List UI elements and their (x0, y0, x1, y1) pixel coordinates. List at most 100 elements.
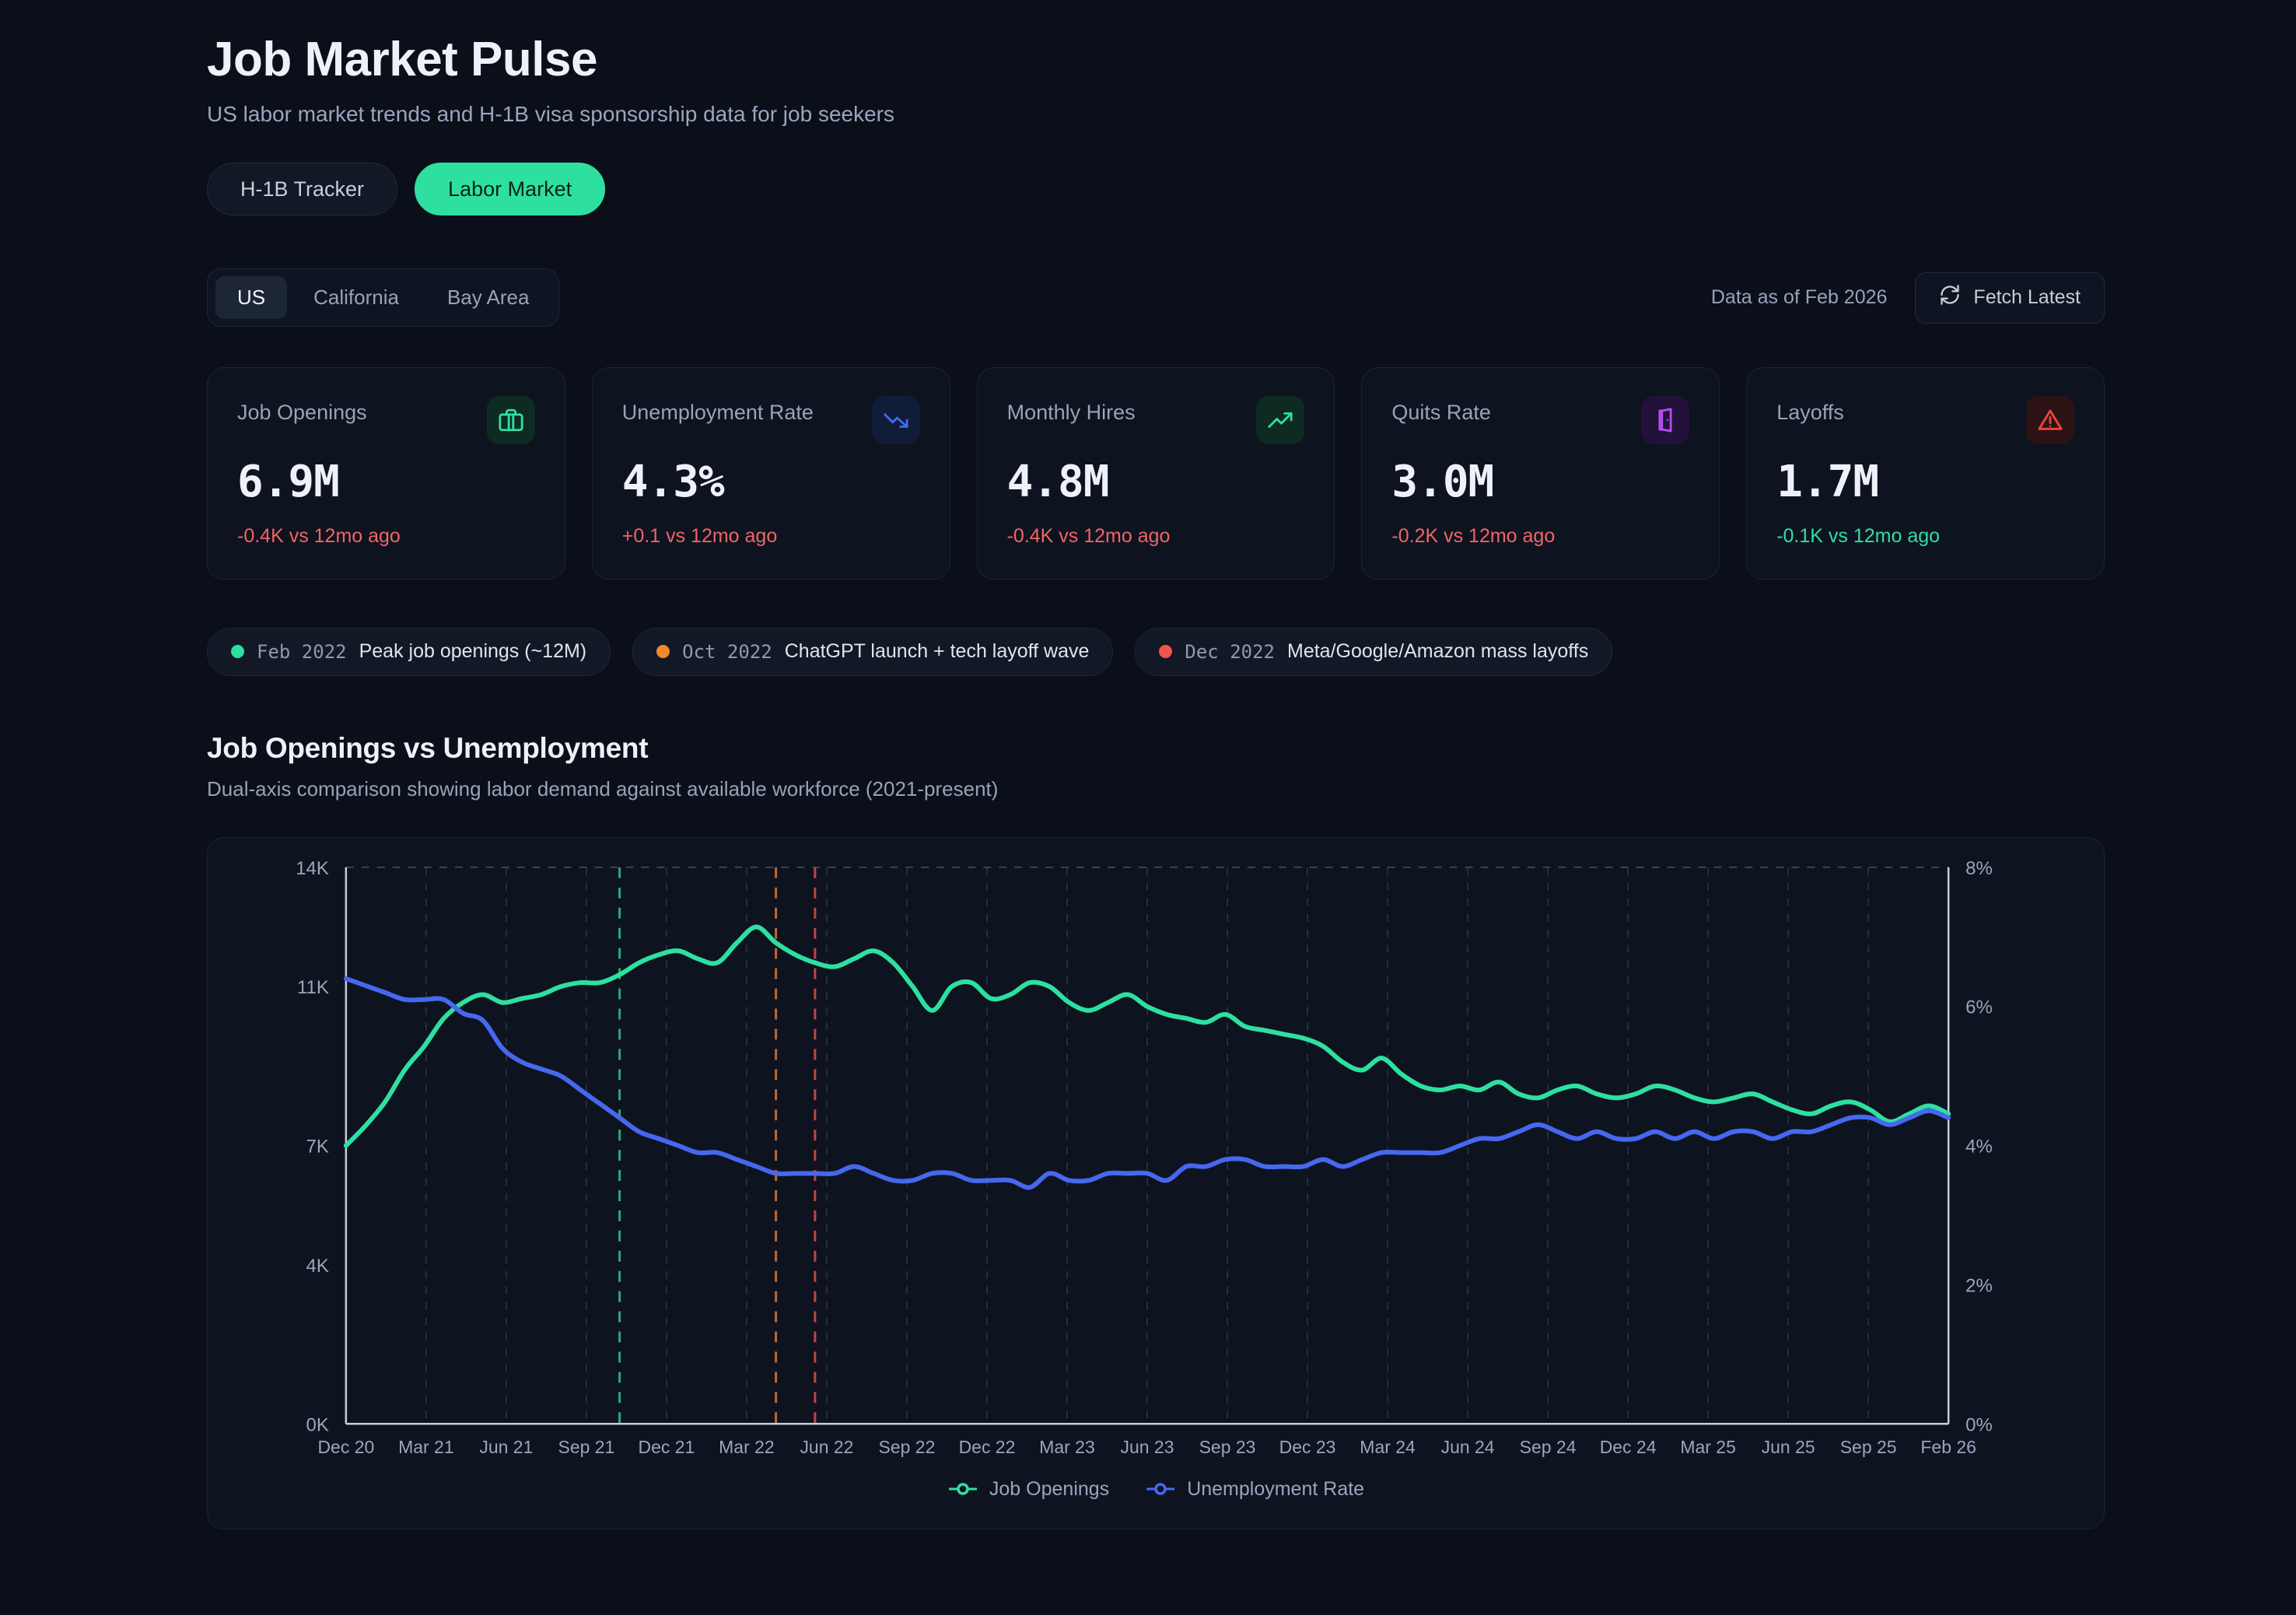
svg-text:Jun 23: Jun 23 (1121, 1437, 1174, 1457)
svg-text:0K: 0K (306, 1414, 329, 1435)
briefcase-icon (486, 396, 535, 445)
event-chip[interactable]: Oct 2022 ChatGPT launch + tech layoff wav… (632, 627, 1114, 676)
svg-text:Feb 26: Feb 26 (1920, 1437, 1976, 1457)
toolbar-right: Data as of Feb 2026 Fetch Latest (1711, 272, 2105, 324)
alert-triangle-icon (2025, 396, 2074, 445)
event-chip[interactable]: Dec 2022 Meta/Google/Amazon mass layoffs (1135, 627, 1613, 676)
chart-legend: Job Openings Unemployment Rate (208, 1478, 2104, 1501)
series-line-job-openings (343, 924, 1951, 1148)
refresh-icon (1939, 284, 1961, 311)
view-tab-h-1b-tracker[interactable]: H-1B Tracker (207, 163, 398, 216)
dual-axis-line-chart[interactable]: 0K 4K 7K 11K 14K 0% 2% 4% 6% 8% Dec 20 Mar 21 Jun 21… (208, 838, 2104, 1529)
svg-text:11K: 11K (297, 977, 329, 998)
svg-text:Dec 21: Dec 21 (639, 1437, 695, 1457)
svg-text:Mar 23: Mar 23 (1039, 1437, 1094, 1457)
event-dot-icon (656, 645, 670, 659)
metric-value: 1.7M (1776, 457, 1879, 508)
legend-item[interactable]: Job Openings (947, 1478, 1109, 1501)
metric-delta: -0.4K vs 12mo ago (237, 524, 401, 547)
trending-down-icon (871, 396, 920, 445)
svg-text:14K: 14K (296, 858, 329, 879)
metric-label: Monthly Hires (1006, 401, 1136, 425)
event-dot-icon (1159, 645, 1173, 659)
svg-text:0%: 0% (1965, 1414, 1993, 1435)
data-as-of-label: Data as of Feb 2026 (1710, 286, 1888, 309)
svg-text:2%: 2% (1965, 1275, 1993, 1296)
door-exit-icon (1641, 396, 1690, 445)
metric-card-header: Quits Rate (1391, 396, 1690, 445)
metric-delta: -0.1K vs 12mo ago (1776, 524, 1941, 547)
fetch-latest-label: Fetch Latest (1973, 286, 2081, 309)
svg-text:Dec 24: Dec 24 (1600, 1437, 1657, 1457)
svg-text:Mar 24: Mar 24 (1360, 1437, 1416, 1457)
view-tab-bar: H-1B Tracker Labor Market (207, 163, 2105, 216)
svg-text:4%: 4% (1965, 1136, 1993, 1157)
event-dot-icon (231, 645, 244, 659)
region-option-us[interactable]: US (215, 276, 288, 320)
chart-heading: Job Openings vs Unemployment (207, 731, 649, 764)
metric-card-grid: Job Openings 6.9M -0.4K vs 12mo ago Unemplo… (207, 367, 2105, 580)
chart-subheading: Dual-axis comparison showing labor deman… (207, 776, 999, 800)
metric-card[interactable]: Layoffs 1.7M -0.1K vs 12mo ago (1746, 367, 2105, 580)
event-chip-row: Feb 2022 Peak job openings (~12M) Oct 2022… (207, 627, 2105, 676)
region-option-california[interactable]: California (313, 286, 399, 310)
event-label: Peak job openings (~12M) (359, 640, 587, 663)
metric-card-header: Job Openings (237, 396, 535, 445)
metric-card[interactable]: Quits Rate 3.0M -0.2K vs 12mo ago (1361, 367, 1720, 580)
svg-text:Jun 22: Jun 22 (800, 1437, 853, 1457)
metric-delta: +0.1 vs 12mo ago (621, 524, 778, 547)
svg-text:Sep 21: Sep 21 (558, 1437, 614, 1457)
svg-text:Dec 22: Dec 22 (959, 1437, 1016, 1457)
svg-text:Sep 23: Sep 23 (1199, 1437, 1256, 1457)
event-label: ChatGPT launch + tech layoff wave (784, 640, 1090, 663)
svg-text:8%: 8% (1965, 858, 1993, 879)
svg-text:Mar 21: Mar 21 (398, 1437, 453, 1457)
event-date: Oct 2022 (682, 640, 772, 663)
page-title: Job Market Pulse (207, 33, 597, 86)
metric-value: 6.9M (237, 457, 340, 508)
metric-card-header: Monthly Hires (1006, 396, 1305, 445)
svg-text:Dec 23: Dec 23 (1279, 1437, 1336, 1457)
svg-text:Dec 20: Dec 20 (317, 1437, 374, 1457)
metric-label: Unemployment Rate (621, 401, 814, 425)
event-date: Feb 2022 (257, 640, 347, 663)
metric-card[interactable]: Job Openings 6.9M -0.4K vs 12mo ago (207, 367, 565, 580)
event-date: Dec 2022 (1185, 640, 1275, 663)
metric-card-header: Layoffs (1776, 396, 2074, 445)
svg-text:Sep 24: Sep 24 (1520, 1437, 1577, 1457)
svg-text:Sep 22: Sep 22 (879, 1437, 936, 1457)
svg-text:Mar 22: Mar 22 (719, 1437, 774, 1457)
event-chip[interactable]: Feb 2022 Peak job openings (~12M) (207, 627, 611, 676)
metric-label: Job Openings (237, 401, 367, 425)
region-option-bay-area[interactable]: Bay Area (446, 286, 530, 310)
region-segmented-control: US California Bay Area (207, 268, 560, 328)
svg-text:7K: 7K (306, 1136, 329, 1157)
legend-label: Job Openings (989, 1477, 1110, 1500)
legend-label: Unemployment Rate (1187, 1477, 1365, 1500)
svg-text:Sep 25: Sep 25 (1840, 1437, 1897, 1457)
fetch-latest-button[interactable]: Fetch Latest (1915, 272, 2105, 324)
metric-card[interactable]: Unemployment Rate 4.3% +0.1 vs 12mo ago (591, 367, 950, 580)
legend-marker-icon (1146, 1483, 1175, 1495)
legend-item[interactable]: Unemployment Rate (1145, 1478, 1364, 1501)
legend-marker-icon (948, 1483, 977, 1495)
region-toolbar: US California Bay Area Data as of Feb 2026… (207, 268, 2105, 328)
metric-value: 4.8M (1006, 457, 1110, 508)
view-tab-labor-market[interactable]: Labor Market (415, 163, 606, 216)
metric-delta: -0.4K vs 12mo ago (1006, 524, 1171, 547)
series-line-unemployment-rate (343, 976, 1951, 1190)
event-label: Meta/Google/Amazon mass layoffs (1287, 640, 1589, 663)
metric-card-header: Unemployment Rate (621, 396, 920, 445)
metric-value: 3.0M (1391, 457, 1494, 508)
svg-text:Jun 25: Jun 25 (1762, 1437, 1815, 1457)
page-subtitle: US labor market trends and H-1B visa spo… (207, 102, 894, 127)
svg-text:6%: 6% (1965, 997, 1993, 1018)
metric-delta: -0.2K vs 12mo ago (1391, 524, 1556, 547)
metric-label: Quits Rate (1391, 401, 1491, 425)
svg-text:Jun 24: Jun 24 (1441, 1437, 1495, 1457)
metric-card[interactable]: Monthly Hires 4.8M -0.4K vs 12mo ago (976, 367, 1335, 580)
metric-value: 4.3% (621, 457, 725, 508)
chart-card: 0K 4K 7K 11K 14K 0% 2% 4% 6% 8% Dec 20 Mar 21 Jun 21… (207, 836, 2105, 1529)
svg-text:Mar 25: Mar 25 (1680, 1437, 1735, 1457)
